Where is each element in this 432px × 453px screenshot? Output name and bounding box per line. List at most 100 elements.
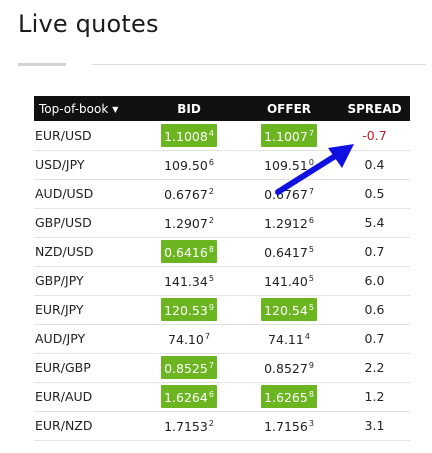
bid-price-main: 0.8525 [164, 361, 208, 377]
quote-row[interactable]: NZD/USD 0.64168 0.64175 0.7 [34, 237, 410, 266]
offer-price-main: 0.6767 [264, 187, 308, 203]
offer-column-header: OFFER [266, 101, 312, 116]
quote-row[interactable]: GBP/JPY 141.345 141.405 6.0 [34, 266, 410, 295]
spread-value: 0.6 [364, 302, 385, 317]
currency-pair: USD/JPY [35, 157, 85, 172]
offer-price-cell: 0.67677 [239, 179, 339, 208]
offer-price-cell: 109.510 [239, 150, 339, 179]
offer-price-pip: 6 [308, 215, 314, 225]
currency-pair: AUD/USD [35, 186, 94, 201]
quote-row[interactable]: EUR/NZD 1.71532 1.71563 3.1 [34, 411, 410, 440]
bid-price-pip: 6 [208, 389, 214, 399]
bid-price-cell: 0.67672 [139, 179, 239, 208]
offer-price-main: 74.11 [268, 332, 304, 348]
bid-price-main: 1.7153 [164, 419, 208, 435]
bid-price-main: 74.10 [168, 332, 204, 348]
bid-price[interactable]: 74.107 [165, 327, 213, 350]
bid-price-cell: 1.62646 [139, 382, 239, 411]
bid-price-pip: 7 [208, 360, 214, 370]
bid-price-cell: 120.539 [139, 295, 239, 324]
spread-value: 6.0 [364, 273, 385, 288]
bid-price-pip: 9 [208, 302, 214, 312]
quote-row[interactable]: AUD/USD 0.67672 0.67677 0.5 [34, 179, 410, 208]
offer-price-cell: 74.114 [239, 324, 339, 353]
quotes-table: Top-of-book ▼ BID OFFER SPREAD EUR/USD 1.1… [34, 96, 410, 441]
bid-price-main: 141.34 [164, 274, 208, 290]
bid-price-main: 1.2907 [164, 216, 208, 232]
quote-row[interactable]: AUD/JPY 74.107 74.114 0.7 [34, 324, 410, 353]
spread-value: 0.7 [364, 244, 385, 259]
bid-price[interactable]: 0.64168 [161, 239, 217, 264]
quote-row[interactable]: GBP/USD 1.29072 1.29126 5.4 [34, 208, 410, 237]
bid-price[interactable]: 1.62646 [161, 384, 217, 409]
offer-price[interactable]: 0.64175 [261, 240, 317, 263]
currency-pair: AUD/JPY [35, 331, 86, 346]
bid-column-header: BID [177, 101, 201, 116]
offer-price-main: 0.6417 [264, 245, 308, 261]
offer-price-pip: 7 [308, 128, 314, 138]
bid-price-main: 1.6264 [164, 390, 208, 406]
quote-row[interactable]: USD/JPY 109.506 109.510 0.4 [34, 150, 410, 179]
offer-price-pip: 5 [308, 244, 314, 254]
quote-row[interactable]: EUR/JPY 120.539 120.545 0.6 [34, 295, 410, 324]
currency-pair: EUR/NZD [35, 418, 93, 433]
currency-pair: EUR/JPY [35, 302, 84, 317]
bid-price-main: 0.6767 [164, 187, 208, 203]
offer-price[interactable]: 1.62658 [261, 384, 317, 409]
title-divider [92, 64, 426, 65]
bid-price-pip: 8 [208, 244, 214, 254]
offer-price[interactable]: 0.67677 [261, 182, 317, 205]
bid-price-pip: 2 [208, 186, 214, 196]
offer-price-main: 1.1007 [264, 128, 308, 144]
spread-value: 0.7 [364, 331, 385, 346]
bid-price-cell: 1.29072 [139, 208, 239, 237]
offer-price-cell: 1.71563 [239, 411, 339, 440]
currency-pair: EUR/GBP [35, 360, 91, 375]
bid-price[interactable]: 1.29072 [161, 211, 217, 234]
bid-price[interactable]: 109.506 [161, 153, 217, 176]
bid-price-cell: 109.506 [139, 150, 239, 179]
offer-price[interactable]: 109.510 [261, 153, 317, 176]
bid-price-main: 120.53 [164, 303, 208, 319]
offer-price[interactable]: 74.114 [265, 327, 313, 350]
offer-price-cell: 141.405 [239, 266, 339, 295]
bid-price[interactable]: 120.539 [161, 297, 217, 322]
quote-rows: EUR/USD 1.10084 1.10077 -0.7 USD/JPY 109.506 1… [34, 121, 410, 440]
spread-value: 0.4 [364, 157, 385, 172]
bid-price-pip: 6 [208, 157, 214, 167]
bid-price-cell: 74.107 [139, 324, 239, 353]
top-of-book-dropdown[interactable]: Top-of-book ▼ [34, 96, 139, 121]
bid-price-cell: 1.71532 [139, 411, 239, 440]
bid-price[interactable]: 1.10084 [161, 123, 217, 147]
bid-price[interactable]: 0.85257 [161, 355, 217, 380]
offer-price[interactable]: 0.85279 [261, 356, 317, 379]
offer-price-pip: 8 [308, 389, 314, 399]
bid-price-cell: 141.345 [139, 266, 239, 295]
bid-price-main: 0.6416 [164, 245, 208, 261]
quote-row[interactable]: EUR/USD 1.10084 1.10077 -0.7 [34, 121, 410, 150]
quote-row[interactable]: EUR/GBP 0.85257 0.85279 2.2 [34, 353, 410, 382]
bid-price[interactable]: 141.345 [161, 269, 217, 292]
quote-row[interactable]: EUR/AUD 1.62646 1.62658 1.2 [34, 382, 410, 411]
offer-price[interactable]: 141.405 [261, 269, 317, 292]
offer-price-main: 141.40 [264, 274, 308, 290]
spread-value: -0.7 [362, 127, 387, 143]
title-underline-accent [18, 63, 66, 66]
offer-price-pip: 4 [304, 331, 310, 341]
offer-price[interactable]: 1.71563 [261, 414, 317, 437]
bid-price[interactable]: 1.71532 [161, 414, 217, 437]
offer-price[interactable]: 120.545 [261, 297, 317, 322]
offer-price-main: 120.54 [264, 303, 308, 319]
currency-pair: GBP/USD [35, 215, 92, 230]
spread-value: 1.2 [364, 389, 385, 404]
page-title: Live quotes [18, 10, 159, 38]
currency-pair: EUR/AUD [35, 389, 93, 404]
bid-price-cell: 0.64168 [139, 237, 239, 266]
offer-price-cell: 1.62658 [239, 382, 339, 411]
offer-price[interactable]: 1.10077 [261, 123, 317, 147]
offer-price[interactable]: 1.29126 [261, 211, 317, 234]
bid-price[interactable]: 0.67672 [161, 182, 217, 205]
offer-price-main: 0.8527 [264, 361, 308, 377]
caret-down-icon[interactable]: ▼ [112, 104, 119, 114]
offer-price-pip: 5 [308, 302, 314, 312]
